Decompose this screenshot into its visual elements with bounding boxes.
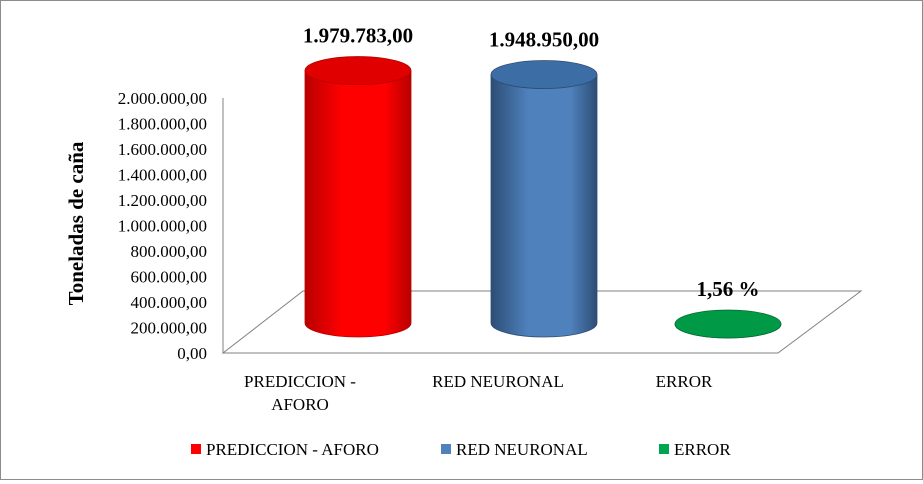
legend-label: ERROR bbox=[674, 440, 731, 459]
chart-floor bbox=[221, 290, 863, 354]
category-label: RED NEURONAL bbox=[432, 372, 564, 391]
y-tick-label: 1.800.000,00 bbox=[118, 115, 207, 134]
legend-label: PREDICCION - AFORO bbox=[206, 440, 379, 459]
data-label: 1,56 % bbox=[697, 277, 760, 301]
y-tick-label: 2.000.000,00 bbox=[118, 89, 207, 108]
legend-label: RED NEURONAL bbox=[456, 440, 588, 459]
bar-body bbox=[490, 74, 598, 338]
bar bbox=[674, 309, 782, 339]
y-tick-label: 200.000,00 bbox=[131, 319, 208, 338]
y-tick-label: 400.000,00 bbox=[131, 293, 208, 312]
legend-swatch bbox=[659, 444, 669, 454]
y-tick-label: 800.000,00 bbox=[131, 242, 208, 261]
category-label: ERROR bbox=[656, 372, 713, 391]
data-label: 1.979.783,00 bbox=[303, 24, 413, 48]
bar-body bbox=[304, 70, 412, 338]
legend-swatch bbox=[441, 444, 451, 454]
legend-swatch bbox=[191, 444, 201, 454]
category-label: AFORO bbox=[271, 395, 329, 414]
bar-top bbox=[490, 60, 598, 89]
y-tick-label: 0,00 bbox=[177, 344, 207, 363]
legend-entry: PREDICCION - AFORO bbox=[191, 440, 379, 459]
y-tick-label: 1.200.000,00 bbox=[118, 191, 207, 210]
bar-top bbox=[674, 309, 782, 339]
bar bbox=[304, 56, 412, 338]
legend-entry: RED NEURONAL bbox=[441, 440, 588, 459]
category-label: PREDICCION - bbox=[244, 372, 356, 391]
bar-top bbox=[304, 56, 412, 85]
legend-entry: ERROR bbox=[659, 440, 731, 459]
y-tick-label: 600.000,00 bbox=[131, 268, 208, 287]
y-tick-label: 1.000.000,00 bbox=[118, 217, 207, 236]
y-tick-label: 1.600.000,00 bbox=[118, 140, 207, 159]
bar bbox=[490, 60, 598, 338]
data-label: 1.948.950,00 bbox=[489, 28, 599, 52]
y-axis-title: Toneladas de caña bbox=[64, 141, 88, 305]
y-tick-label: 1.400.000,00 bbox=[118, 166, 207, 185]
